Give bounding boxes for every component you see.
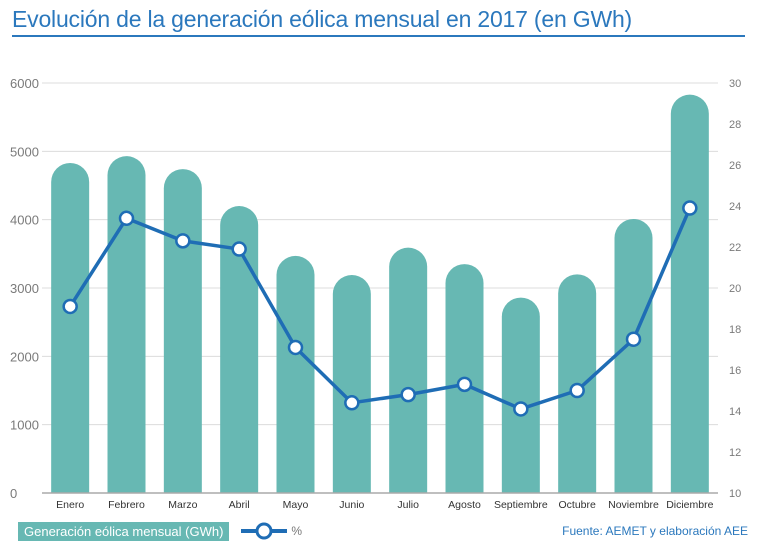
y-left-tick-label: 2000 — [10, 349, 39, 364]
x-tick-label: Agosto — [448, 499, 481, 511]
y-right-tick-label: 16 — [729, 365, 741, 377]
bar-febrero — [107, 156, 146, 493]
percent-line — [68, 207, 692, 411]
x-tick-label: Marzo — [168, 499, 197, 511]
percent-point-enero — [62, 298, 78, 315]
y-left-tick-label: 3000 — [10, 281, 39, 296]
percent-point-agosto — [456, 376, 473, 393]
percent-point-diciembre — [682, 200, 698, 216]
bar-abril — [220, 206, 259, 493]
bar-marzo — [163, 169, 202, 493]
percent-point-julio — [400, 386, 416, 403]
legend-bar-series: Generación eólica mensual (GWh) — [18, 521, 230, 541]
legend: Generación eólica mensual (GWh) % — [18, 521, 302, 541]
x-tick-label: Mayo — [283, 499, 309, 511]
y-right-tick-label: 26 — [729, 160, 741, 172]
x-tick-label: Junio — [339, 499, 364, 511]
y-left-tick-label: 5000 — [10, 144, 39, 159]
y-right-tick-label: 18 — [729, 324, 741, 336]
y-left-tick-label: 4000 — [10, 213, 39, 228]
x-tick-label: Julio — [397, 499, 419, 511]
x-tick-label: Febrero — [108, 499, 145, 511]
x-tick-label: Enero — [56, 499, 84, 511]
y-right-tick-label: 24 — [729, 201, 741, 213]
title-underline — [12, 35, 745, 37]
percent-point-febrero — [118, 210, 135, 227]
bar-enero — [51, 162, 90, 493]
chart-title: Evolución de la generación eólica mensua… — [12, 6, 633, 32]
y-right-tick-label: 10 — [729, 488, 741, 500]
x-tick-label: Septiembre — [494, 499, 548, 511]
bar-septiembre — [501, 297, 540, 493]
bar-julio — [389, 247, 428, 493]
bar-junio — [332, 275, 371, 493]
bar-noviembre — [614, 218, 653, 494]
source-note: Fuente: AEMET y elaboración AEE — [562, 524, 748, 538]
percent-point-marzo — [175, 233, 191, 249]
percent-point-octubre — [569, 382, 585, 399]
y-right-tick-label: 22 — [729, 242, 741, 254]
y-right-tick-label: 20 — [729, 283, 741, 295]
y-left-tick-label: 6000 — [10, 76, 39, 91]
y-left-tick-label: 0 — [10, 486, 17, 501]
y-left-tick-label: 1000 — [10, 418, 39, 433]
y-right-tick-label: 30 — [729, 78, 741, 90]
x-tick-label: Abril — [229, 499, 250, 511]
x-tick-label: Noviembre — [608, 499, 659, 511]
percent-point-septiembre — [513, 401, 529, 417]
percent-point-junio — [344, 395, 360, 411]
bar-diciembre — [670, 94, 709, 493]
y-right-tick-label: 12 — [729, 447, 741, 459]
legend-line-series: % — [241, 521, 302, 541]
y-right-tick-label: 28 — [729, 119, 741, 131]
bar-mayo — [276, 255, 315, 493]
y-right-tick-label: 14 — [729, 406, 741, 418]
line-marker-icon — [241, 522, 288, 540]
percent-point-abril — [231, 241, 247, 257]
percent-point-noviembre — [625, 331, 642, 347]
x-tick-label: Diciembre — [666, 499, 713, 511]
legend-line-label: % — [291, 524, 303, 538]
percent-point-mayo — [287, 339, 304, 356]
x-tick-label: Octubre — [558, 499, 596, 511]
